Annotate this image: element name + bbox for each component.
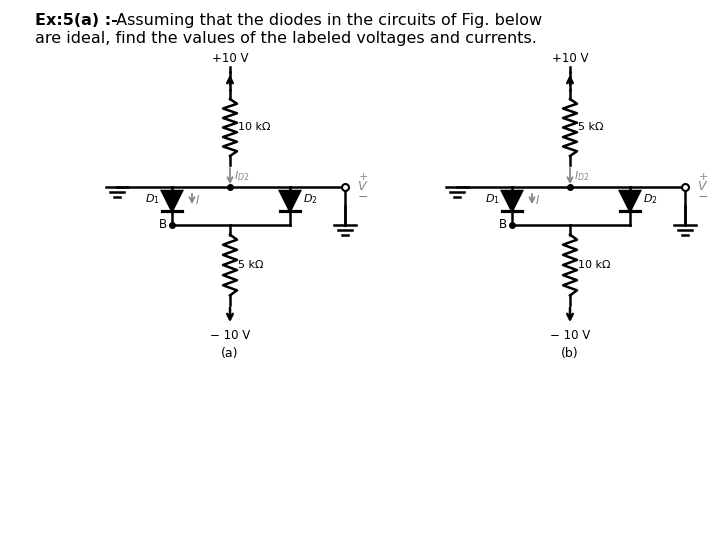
Text: (a): (a) [221,347,239,360]
Text: $\mathit{D}_1$: $\mathit{D}_1$ [145,192,160,206]
Text: +: + [359,172,368,182]
Polygon shape [502,191,522,211]
Text: 5 kΩ: 5 kΩ [578,123,603,132]
Text: are ideal, find the values of the labeled voltages and currents.: are ideal, find the values of the labele… [35,31,537,46]
Polygon shape [620,191,640,211]
Text: $\mathit{D}_1$: $\mathit{D}_1$ [485,192,500,206]
Text: Ex:5(a) :-: Ex:5(a) :- [35,13,118,28]
Text: $\mathit{D}_2$: $\mathit{D}_2$ [303,192,318,206]
Text: − 10 V: − 10 V [210,329,250,342]
Text: $\mathit{I}$: $\mathit{I}$ [195,193,200,206]
Polygon shape [280,191,300,211]
Text: 5 kΩ: 5 kΩ [238,260,264,270]
Text: $\mathit{D}_2$: $\mathit{D}_2$ [643,192,657,206]
Text: +: + [698,172,708,182]
Text: $\mathit{I}_{D2}$: $\mathit{I}_{D2}$ [234,169,249,183]
Text: Assuming that the diodes in the circuits of Fig. below: Assuming that the diodes in the circuits… [111,13,542,28]
Text: 10 kΩ: 10 kΩ [578,260,611,270]
Text: B: B [159,219,167,232]
Text: (b): (b) [561,347,579,360]
Text: $\mathit{V}$: $\mathit{V}$ [698,180,708,193]
Text: +10 V: +10 V [552,52,588,65]
Text: +10 V: +10 V [212,52,248,65]
Text: $\mathit{V}$: $\mathit{V}$ [357,180,369,193]
Text: −: − [358,191,368,204]
Polygon shape [162,191,182,211]
Text: $\mathit{I}$: $\mathit{I}$ [535,193,540,206]
Text: −: − [698,191,708,204]
Text: − 10 V: − 10 V [550,329,590,342]
Text: B: B [499,219,507,232]
Text: $\mathit{I}_{D2}$: $\mathit{I}_{D2}$ [574,169,590,183]
Text: 10 kΩ: 10 kΩ [238,123,271,132]
